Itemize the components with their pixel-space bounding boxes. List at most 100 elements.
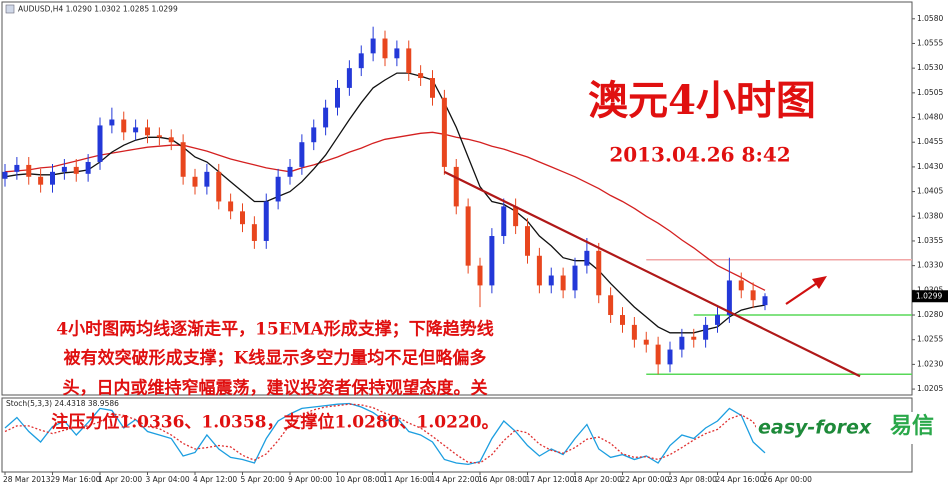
candle-body xyxy=(513,206,519,227)
candle-body xyxy=(228,201,234,212)
commentary: 4小时图两均线逐渐走平，15EMA形成支撑；下降趋势线被有效突破形成支撑；K线显… xyxy=(51,319,498,433)
x-tick-label: 18 Apr 20:00 xyxy=(573,475,622,484)
candle-body xyxy=(608,295,614,316)
candle-body xyxy=(584,250,590,266)
stoch-title: Stoch(5,3,3) 24.4318 38.9586 xyxy=(6,399,119,408)
x-tick-label: 9 Apr 00:00 xyxy=(288,475,332,484)
last-price-box xyxy=(912,290,948,303)
indicator-line xyxy=(4,402,766,466)
trend-line xyxy=(443,170,861,378)
y-tick-label: 1.0455 xyxy=(917,137,943,146)
candle-body xyxy=(121,119,127,133)
candle-body xyxy=(263,201,269,241)
candle-body xyxy=(560,275,566,291)
candle-body xyxy=(358,53,364,69)
arrow-head xyxy=(812,276,827,289)
candle-body xyxy=(299,142,305,167)
y-tick-label: 1.0330 xyxy=(917,261,943,270)
x-tick-label: 29 Mar 16:00 xyxy=(51,475,101,484)
candle-body xyxy=(738,280,744,291)
candle-body xyxy=(50,171,55,185)
x-tick-label: 17 Apr 12:00 xyxy=(526,475,575,484)
x-tick-label: 26 Apr 00:00 xyxy=(763,475,812,484)
last-price-label: 1.0299 xyxy=(916,291,942,300)
indicator-line xyxy=(4,403,766,464)
x-tick-label: 11 Apr 16:00 xyxy=(383,475,432,484)
candle-body xyxy=(180,142,186,177)
candle-body xyxy=(145,127,150,136)
candle-body xyxy=(453,166,459,207)
y-tick-label: 1.0380 xyxy=(917,211,943,220)
candle-body xyxy=(109,119,115,126)
candle-body xyxy=(441,97,447,167)
chart-header: AUDUSD,H4 1.0290 1.0302 1.0285 1.0299 xyxy=(18,5,178,14)
candle-body xyxy=(97,125,103,162)
candle-body xyxy=(26,164,32,177)
candle-body xyxy=(38,176,44,185)
candle-body xyxy=(536,255,542,286)
candle-body xyxy=(335,87,340,108)
candle-body xyxy=(240,211,245,225)
indicator-line xyxy=(4,72,766,334)
candle-body xyxy=(501,206,507,237)
x-tick-label: 14 Apr 22:00 xyxy=(431,475,480,484)
x-tick-label: 23 Apr 08:00 xyxy=(668,475,717,484)
candle-body xyxy=(251,224,257,241)
y-tick-label: 1.0255 xyxy=(917,335,943,344)
candle-body xyxy=(370,38,376,54)
logo-box xyxy=(756,412,944,444)
y-tick-label: 1.0580 xyxy=(917,14,943,23)
commentary-line: 头，日内或维持窄幅震荡，建议投资者保持观望态度。关 xyxy=(63,378,488,399)
candle-body xyxy=(631,324,637,340)
candle-body xyxy=(715,315,720,325)
candle-body xyxy=(275,176,281,202)
x-tick-label: 10 Apr 08:00 xyxy=(336,475,385,484)
candle-body xyxy=(61,166,67,172)
commentary-line: 被有效突破形成支撑；K线显示多空力量均不足但略偏多 xyxy=(64,348,487,369)
x-tick-label: 1 Apr 20:00 xyxy=(98,475,142,484)
candle-body xyxy=(525,226,530,256)
chart-title: 澳元4小时图 xyxy=(588,77,816,124)
candle-body xyxy=(655,344,661,365)
candle-body xyxy=(382,38,388,59)
candle-body xyxy=(489,236,495,286)
candle-body xyxy=(596,250,602,296)
candle-body xyxy=(726,280,732,316)
candle-body xyxy=(691,336,697,340)
candle-body xyxy=(679,336,685,350)
y-tick-label: 1.0355 xyxy=(917,236,943,245)
x-tick-label: 3 Apr 04:00 xyxy=(146,475,190,484)
candle-body xyxy=(133,127,139,133)
main-panel xyxy=(1,1,913,396)
candle-body xyxy=(192,176,198,187)
x-tick-label: 4 Apr 12:00 xyxy=(193,475,237,484)
y-tick-label: 1.0230 xyxy=(917,359,943,368)
candle-body xyxy=(85,161,91,174)
chart-subtitle: 2013.04.26 8:42 xyxy=(609,143,790,167)
candle-body xyxy=(2,171,8,179)
candle-body xyxy=(477,265,483,286)
logo-chinese: 易信 xyxy=(890,413,934,439)
y-tick-label: 1.0555 xyxy=(917,38,943,47)
candle-body xyxy=(73,166,79,174)
candle-body xyxy=(418,73,424,79)
y-tick-label: 1.0205 xyxy=(917,384,943,393)
y-tick-label: 1.0305 xyxy=(917,285,943,294)
logo-brand: easy-forex xyxy=(758,417,872,439)
candle-body xyxy=(572,265,578,291)
header-icon xyxy=(5,4,15,14)
candle-body xyxy=(168,137,174,143)
y-tick-label: 1.0280 xyxy=(917,310,943,319)
x-tick-label: 28 Mar 2013 xyxy=(3,475,51,484)
y-tick-label: 1.0430 xyxy=(917,162,943,171)
candle-body xyxy=(204,171,210,187)
y-tick-label: 1.0530 xyxy=(917,63,943,72)
candle-body xyxy=(620,315,625,325)
candle-body xyxy=(430,78,435,98)
x-tick-label: 24 Apr 16:00 xyxy=(716,475,765,484)
candle-body xyxy=(548,275,554,286)
candle-body xyxy=(323,107,329,128)
candle-body xyxy=(643,339,649,345)
